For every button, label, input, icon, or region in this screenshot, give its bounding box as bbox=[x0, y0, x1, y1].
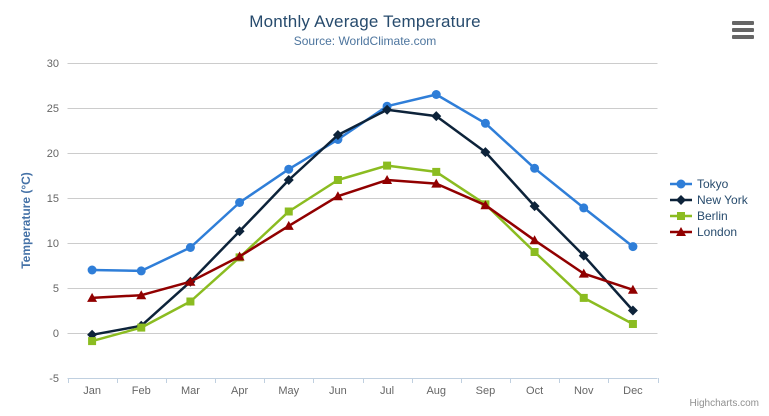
legend-label: New York bbox=[697, 193, 748, 207]
data-point-marker[interactable] bbox=[627, 284, 638, 294]
data-point-marker[interactable] bbox=[88, 337, 97, 346]
data-point-marker[interactable] bbox=[333, 176, 342, 184]
data-point-marker[interactable] bbox=[283, 175, 294, 185]
data-point-marker[interactable] bbox=[529, 201, 540, 212]
hamburger-icon bbox=[732, 35, 754, 39]
series-line[interactable] bbox=[92, 93, 634, 273]
data-point-marker[interactable] bbox=[185, 276, 196, 286]
legend-label: Tokyo bbox=[697, 177, 729, 191]
data-point-marker[interactable] bbox=[332, 191, 343, 201]
x-axis-tick-label: Jan bbox=[83, 385, 101, 397]
x-axis-tick-label: Jun bbox=[329, 385, 347, 397]
chart-subtitle: Source: WorldClimate.com bbox=[293, 34, 437, 48]
circle-series-icon bbox=[670, 179, 692, 189]
y-axis-tick-label: 15 bbox=[47, 193, 59, 205]
legend-label: London bbox=[697, 225, 738, 239]
x-axis-tick-label: Aug bbox=[426, 385, 446, 397]
y-axis-tick-label: 5 bbox=[53, 283, 59, 295]
x-axis-tick-label: Jul bbox=[380, 385, 394, 397]
legend-label: Berlin bbox=[697, 209, 728, 223]
data-point-marker[interactable] bbox=[136, 290, 147, 300]
data-point-marker[interactable] bbox=[283, 220, 294, 230]
x-axis-tick-label: May bbox=[278, 385, 299, 397]
y-axis-tick-label: -5 bbox=[49, 373, 59, 385]
data-point-marker[interactable] bbox=[235, 198, 245, 207]
square-series-icon bbox=[670, 212, 692, 220]
data-point-marker[interactable] bbox=[627, 305, 638, 316]
x-axis-tick-label: Mar bbox=[181, 385, 200, 397]
data-point-marker[interactable] bbox=[382, 104, 393, 115]
data-point-marker[interactable] bbox=[136, 266, 146, 276]
data-point-marker[interactable] bbox=[578, 268, 589, 278]
data-point-marker[interactable] bbox=[186, 297, 195, 306]
y-axis-tick-label: 10 bbox=[47, 238, 59, 250]
diamond-series-icon bbox=[670, 195, 692, 205]
data-point-marker[interactable] bbox=[529, 235, 540, 245]
data-point-marker[interactable] bbox=[530, 248, 539, 256]
data-point-marker[interactable] bbox=[579, 293, 588, 302]
data-point-marker[interactable] bbox=[578, 250, 589, 261]
series-new-york bbox=[87, 104, 638, 340]
y-axis-tick-label: 0 bbox=[53, 328, 59, 340]
series-london bbox=[87, 175, 638, 302]
y-axis-tick-label: 25 bbox=[47, 103, 59, 115]
series-tokyo bbox=[87, 90, 638, 276]
y-axis-tick-label: 30 bbox=[47, 58, 59, 70]
data-point-marker[interactable] bbox=[432, 167, 441, 176]
data-point-marker[interactable] bbox=[480, 118, 490, 128]
legend-item-london[interactable]: London bbox=[670, 224, 748, 240]
x-axis-tick-label: Nov bbox=[574, 385, 594, 397]
data-point-marker[interactable] bbox=[431, 90, 441, 99]
hamburger-icon bbox=[732, 28, 754, 32]
data-point-marker[interactable] bbox=[185, 243, 195, 252]
x-axis-tick-label: Sep bbox=[476, 385, 496, 397]
x-axis-tick-label: Oct bbox=[526, 385, 543, 397]
data-point-marker[interactable] bbox=[87, 292, 98, 302]
data-point-marker[interactable] bbox=[431, 178, 442, 188]
data-point-marker[interactable] bbox=[137, 323, 146, 332]
data-point-marker[interactable] bbox=[579, 203, 589, 213]
data-point-marker[interactable] bbox=[284, 164, 294, 174]
x-axis-tick-label: Apr bbox=[231, 385, 248, 397]
legend-item-new-york[interactable]: New York bbox=[670, 192, 748, 208]
series-line[interactable] bbox=[91, 108, 634, 337]
data-point-marker[interactable] bbox=[431, 111, 442, 122]
data-point-marker[interactable] bbox=[628, 242, 638, 252]
triangle-series-icon bbox=[670, 227, 692, 236]
credits-link[interactable]: Highcharts.com bbox=[689, 398, 759, 409]
export-menu-button[interactable] bbox=[732, 19, 756, 41]
series-line[interactable] bbox=[92, 178, 634, 300]
legend-item-tokyo[interactable]: Tokyo bbox=[670, 176, 748, 192]
y-axis-title: Temperature (°C) bbox=[19, 172, 33, 269]
hamburger-icon bbox=[732, 21, 754, 25]
data-point-marker[interactable] bbox=[530, 163, 540, 173]
data-point-marker[interactable] bbox=[234, 226, 245, 237]
data-point-marker[interactable] bbox=[332, 130, 343, 140]
legend-item-berlin[interactable]: Berlin bbox=[670, 208, 748, 224]
data-point-marker[interactable] bbox=[234, 251, 245, 261]
series-line[interactable] bbox=[91, 164, 634, 343]
data-point-marker[interactable] bbox=[628, 320, 637, 328]
data-point-marker[interactable] bbox=[383, 161, 392, 170]
data-point-marker[interactable] bbox=[480, 147, 491, 158]
y-axis-tick-label: 20 bbox=[47, 148, 59, 160]
data-point-marker[interactable] bbox=[480, 200, 491, 210]
x-axis-tick-label: Dec bbox=[623, 385, 643, 397]
legend: Tokyo New York Berlin London bbox=[670, 176, 748, 240]
x-axis-tick-label: Feb bbox=[132, 385, 151, 397]
chart-title: Monthly Average Temperature bbox=[249, 12, 481, 31]
data-point-marker[interactable] bbox=[382, 175, 393, 184]
data-point-marker[interactable] bbox=[87, 265, 97, 275]
data-point-marker[interactable] bbox=[284, 207, 293, 216]
